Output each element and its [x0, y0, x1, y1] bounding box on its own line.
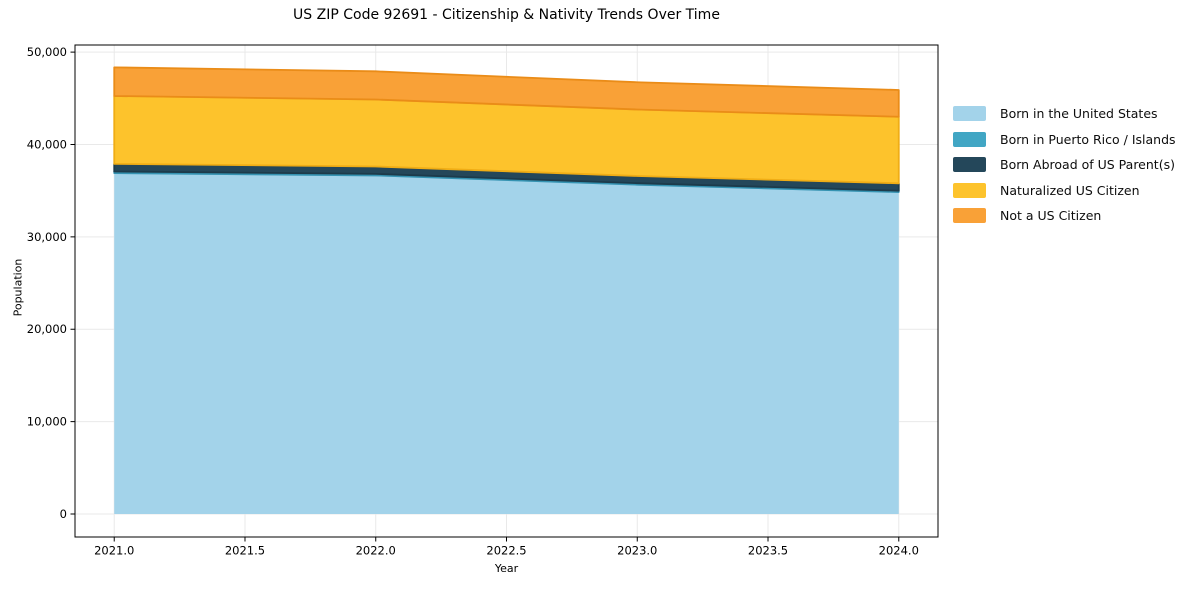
x-tick-label: 2023.5: [748, 544, 788, 558]
legend-label: Born Abroad of US Parent(s): [1000, 157, 1175, 172]
x-tick-label: 2023.0: [617, 544, 657, 558]
legend-swatch-born-abroad: [953, 157, 986, 172]
stacked-areas: [113, 66, 900, 514]
legend-label: Naturalized US Citizen: [1000, 182, 1140, 198]
legend-swatch-born-in-us: [953, 106, 986, 121]
legend-item: Naturalized US Citizen: [953, 182, 1176, 198]
legend-item: Not a US Citizen: [953, 208, 1176, 223]
x-tick-label: 2021.0: [94, 544, 134, 558]
area-series-4: [113, 66, 900, 118]
y-tick-label: 30,000: [27, 230, 67, 244]
legend: Born in the United States Born in Puerto…: [953, 106, 1176, 223]
legend-label: Born in the United States: [1000, 106, 1158, 121]
y-tick-label: 0: [60, 507, 67, 521]
legend-item: Born in Puerto Rico / Islands: [953, 131, 1176, 147]
x-tick-label: 2021.5: [225, 544, 265, 558]
x-axis: 2021.0 2021.5 2022.0 2022.5 2023.0 2023.5 2024…: [94, 537, 919, 558]
y-axis-label: Population: [11, 258, 25, 317]
y-tick-label: 50,000: [27, 45, 67, 59]
x-tick-label: 2022.5: [486, 544, 526, 558]
y-axis: 0 10,000 20,000 30,000 40,000 50,000: [27, 45, 75, 521]
legend-item: Born in the United States: [953, 106, 1176, 121]
x-tick-label: 2022.0: [356, 544, 396, 558]
x-tick-label: 2024.0: [879, 544, 919, 558]
area-series-0: [114, 173, 899, 514]
legend-swatch-not-citizen: [953, 208, 986, 223]
legend-label: Born in Puerto Rico / Islands: [1000, 131, 1176, 147]
y-tick-label: 10,000: [27, 415, 67, 429]
legend-swatch-naturalized: [953, 182, 986, 198]
legend-swatch-puerto-rico: [953, 131, 986, 147]
y-tick-label: 40,000: [27, 137, 67, 151]
chart-title: US ZIP Code 92691 - Citizenship & Nativi…: [293, 7, 720, 23]
x-axis-label: Year: [494, 562, 519, 575]
y-tick-label: 20,000: [27, 322, 67, 336]
legend-label: Not a US Citizen: [1000, 208, 1102, 223]
legend-item: Born Abroad of US Parent(s): [953, 157, 1176, 172]
